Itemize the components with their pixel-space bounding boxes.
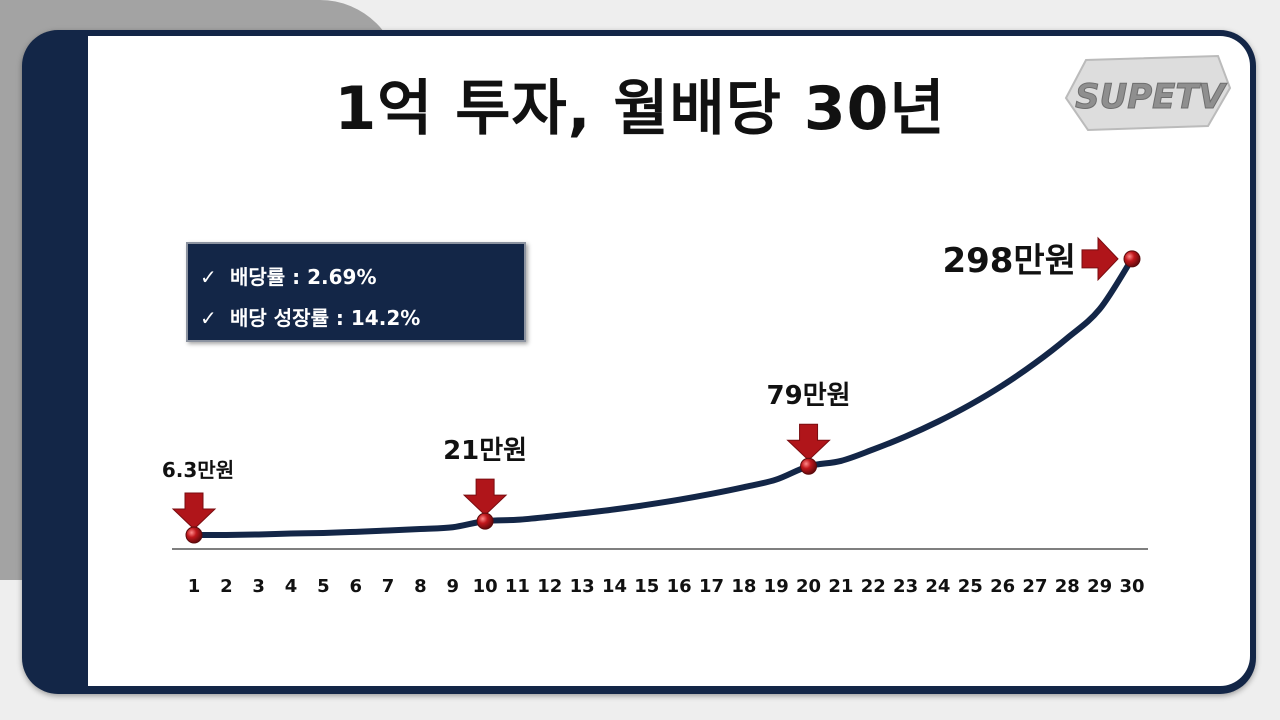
arrow-right-icon xyxy=(1081,236,1119,282)
data-label: 79만원 xyxy=(767,381,851,411)
x-tick-label: 13 xyxy=(570,576,595,597)
x-tick-label: 4 xyxy=(285,576,298,597)
x-tick-label: 28 xyxy=(1055,576,1080,597)
x-tick-label: 3 xyxy=(252,576,265,597)
logo-text: SUPETV xyxy=(1075,77,1227,117)
arrow-down-icon xyxy=(171,492,217,530)
x-tick-label: 2 xyxy=(220,576,233,597)
x-tick-label: 27 xyxy=(1022,576,1047,597)
slide-content-area xyxy=(88,36,1250,686)
x-tick-label: 9 xyxy=(446,576,459,597)
x-tick-label: 29 xyxy=(1087,576,1112,597)
x-tick-label: 11 xyxy=(505,576,530,597)
data-point-marker xyxy=(185,526,203,544)
x-tick-label: 25 xyxy=(958,576,983,597)
x-tick-label: 7 xyxy=(382,576,395,597)
x-tick-label: 23 xyxy=(893,576,918,597)
x-tick-label: 18 xyxy=(731,576,756,597)
slide-title: 1억 투자, 월배당 30년 xyxy=(334,74,946,144)
x-tick-label: 22 xyxy=(861,576,886,597)
x-tick-label: 19 xyxy=(764,576,789,597)
x-tick-label: 5 xyxy=(317,576,330,597)
x-tick-label: 6 xyxy=(349,576,362,597)
x-tick-label: 12 xyxy=(537,576,562,597)
data-label: 6.3만원 xyxy=(162,458,234,482)
x-tick-label: 26 xyxy=(990,576,1015,597)
supetv-logo: SUPETV xyxy=(1064,54,1232,132)
x-tick-label: 24 xyxy=(925,576,950,597)
x-tick-label: 10 xyxy=(473,576,498,597)
slide-frame xyxy=(22,30,1256,694)
series-line xyxy=(191,255,1135,539)
check-icon: ✓ xyxy=(200,306,217,330)
x-tick-label: 1 xyxy=(188,576,201,597)
arrow-down-icon xyxy=(786,423,831,461)
info-item-growth-rate: ✓ 배당 성장률 : 14.2% xyxy=(200,302,420,331)
info-item-text: 배당 성장률 : 14.2% xyxy=(230,306,421,330)
x-tick-label: 8 xyxy=(414,576,427,597)
info-item-text: 배당률 : 2.69% xyxy=(230,265,377,289)
x-tick-label: 17 xyxy=(699,576,724,597)
x-tick-label: 16 xyxy=(667,576,692,597)
x-tick-label: 30 xyxy=(1119,576,1144,597)
x-tick-label: 20 xyxy=(796,576,821,597)
data-label: 21만원 xyxy=(443,436,527,466)
data-point-marker xyxy=(476,512,494,530)
x-tick-label: 15 xyxy=(634,576,659,597)
data-label: 298만원 xyxy=(942,241,1076,281)
dividend-info-box: ✓ 배당률 : 2.69% ✓ 배당 성장률 : 14.2% xyxy=(186,242,526,342)
x-tick-label: 21 xyxy=(828,576,853,597)
info-item-dividend-rate: ✓ 배당률 : 2.69% xyxy=(200,261,377,290)
data-point-marker xyxy=(1123,250,1141,268)
x-tick-label: 14 xyxy=(602,576,627,597)
check-icon: ✓ xyxy=(200,265,217,289)
arrow-down-icon xyxy=(462,478,508,516)
data-point-marker xyxy=(800,457,818,475)
